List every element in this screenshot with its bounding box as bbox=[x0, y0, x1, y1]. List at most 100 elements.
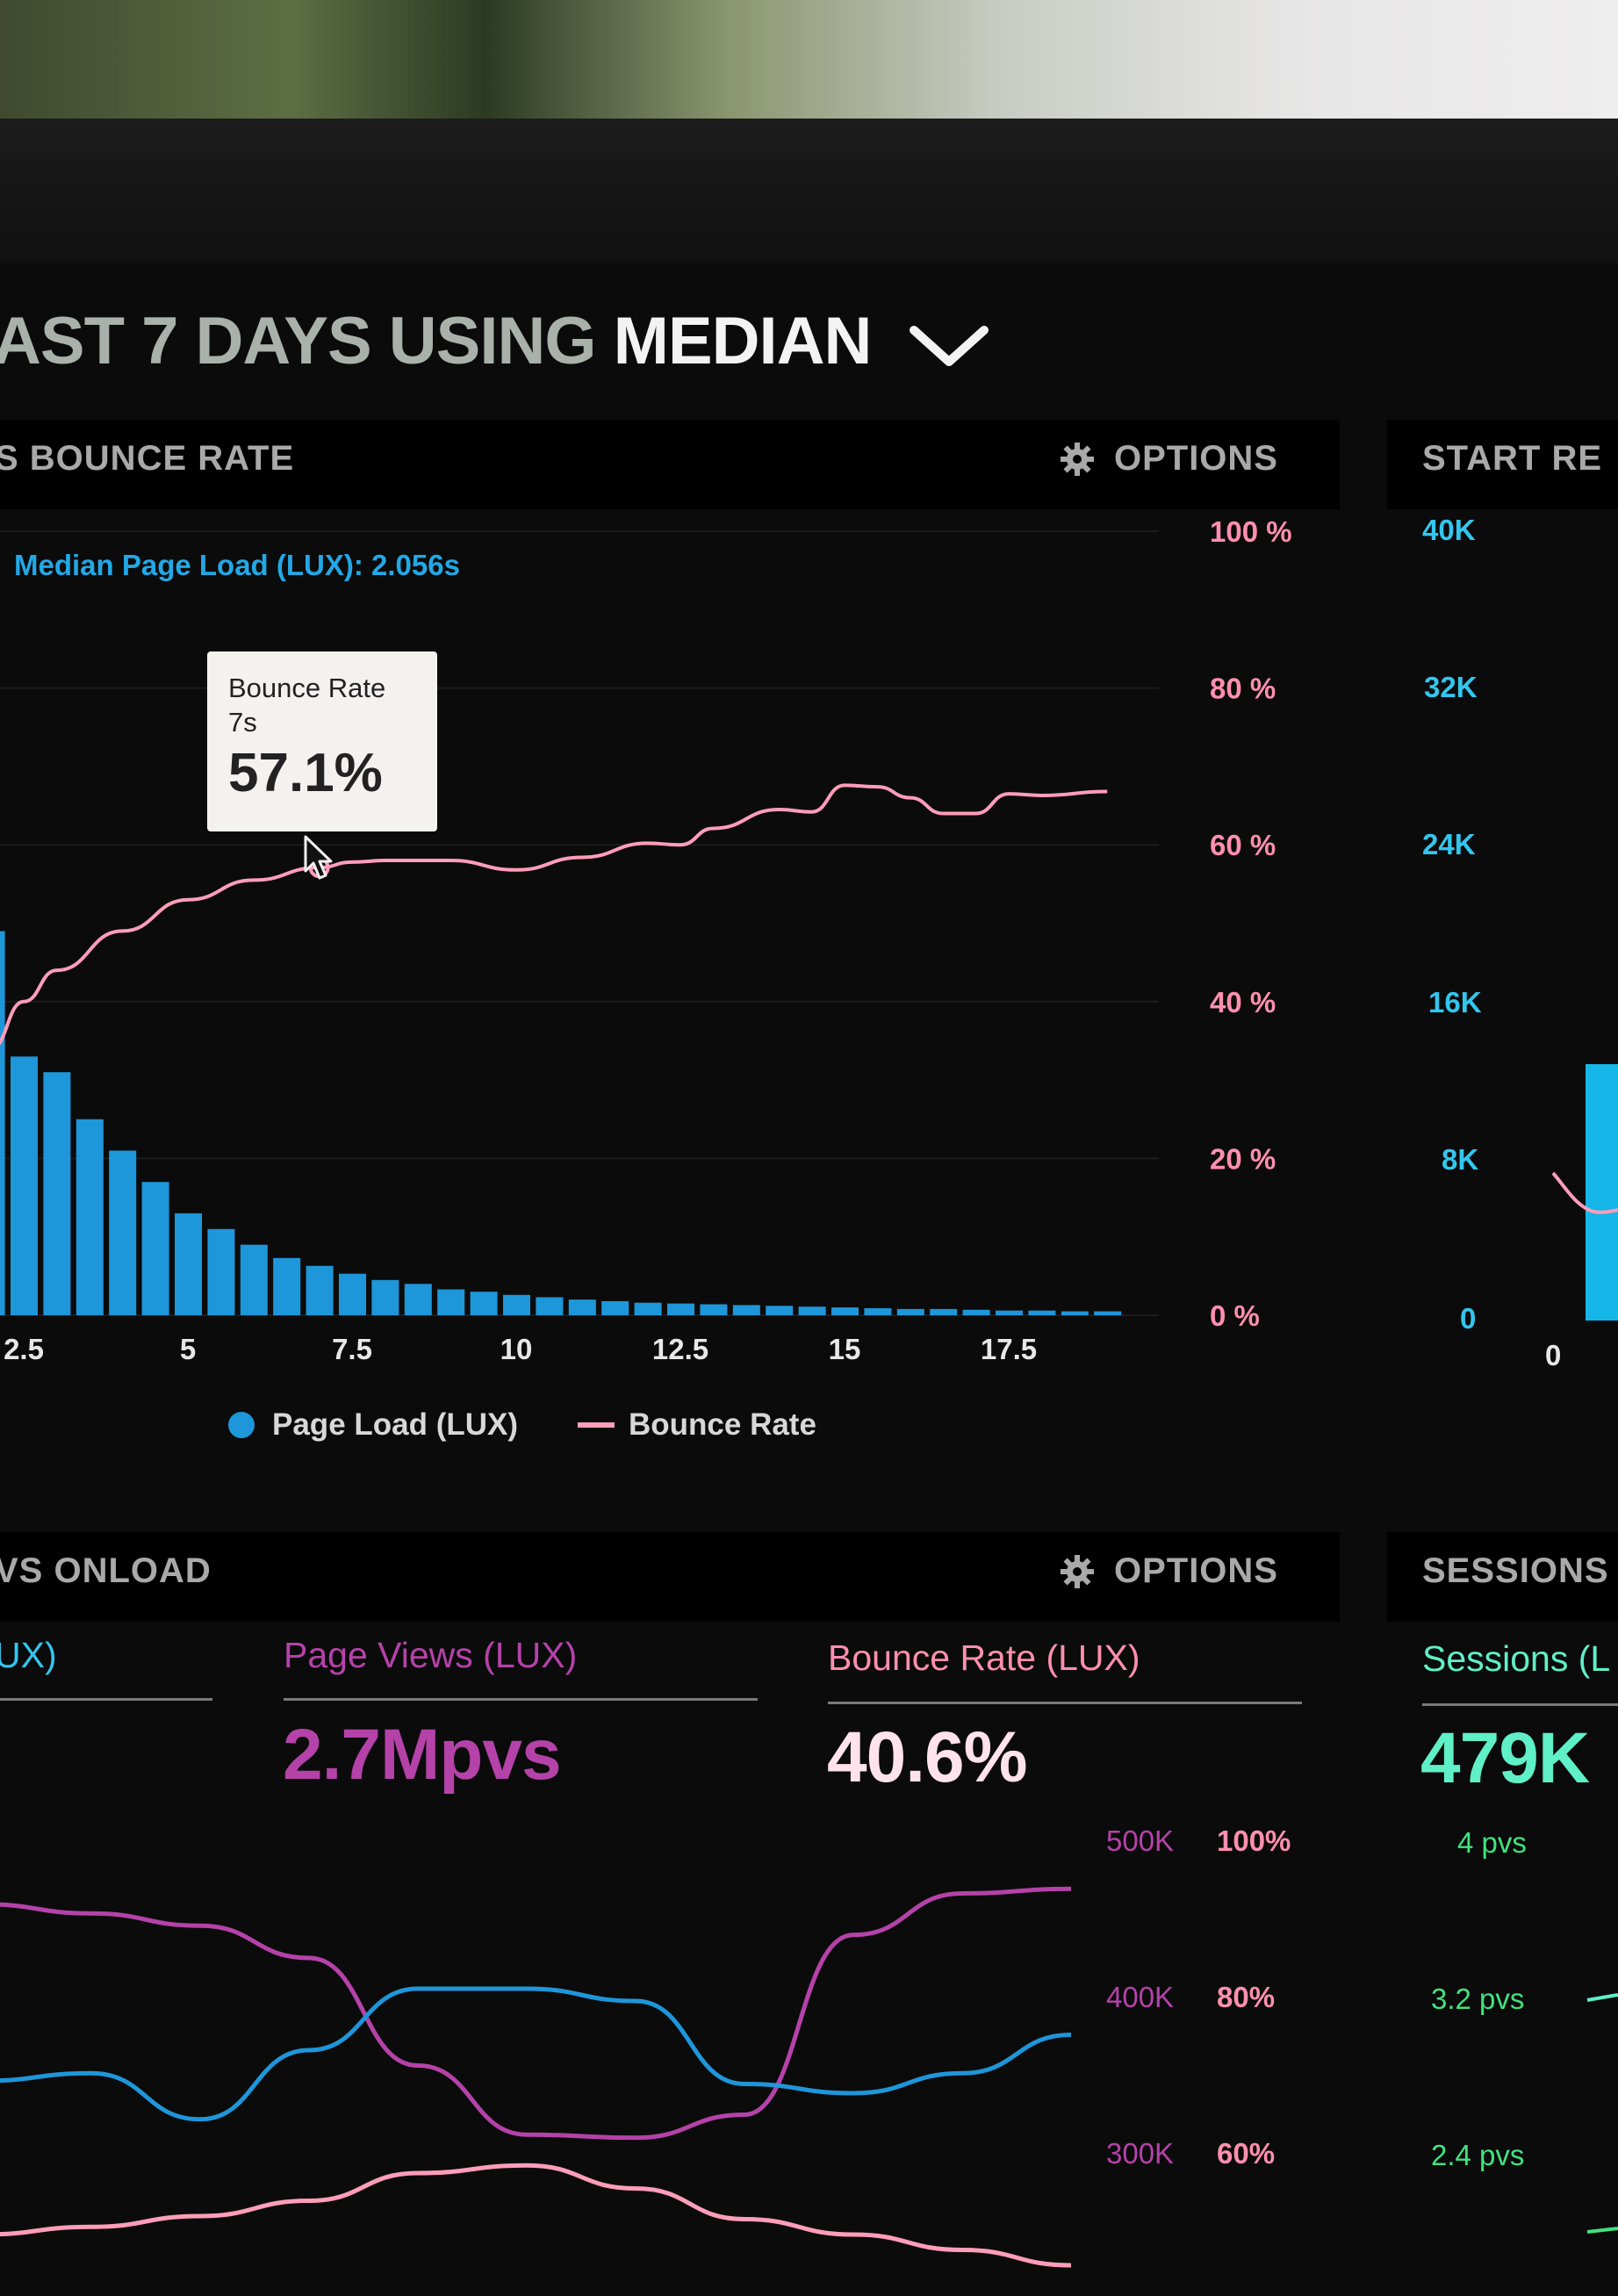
page-load-bar bbox=[864, 1307, 892, 1315]
page-load-bar bbox=[404, 1284, 432, 1315]
metric-label-page-views: Page Views (LUX) bbox=[284, 1635, 578, 1675]
dashboard-title: AST 7 DAYS USING MEDIAN bbox=[0, 303, 989, 379]
page-views-line bbox=[0, 1886, 1072, 2141]
title-range-text: AST 7 DAYS USING bbox=[0, 304, 614, 378]
onload-left-ytick: 500K bbox=[1106, 1825, 1175, 1857]
start-bar bbox=[1586, 1064, 1618, 1321]
bounce-options-label: OPTIONS bbox=[1113, 439, 1278, 478]
page-load-bar bbox=[175, 1213, 202, 1315]
legend-dot-page-load bbox=[228, 1412, 255, 1438]
page-load-bar bbox=[76, 1119, 104, 1315]
page-load-bar bbox=[1094, 1311, 1122, 1315]
bounce-tooltip: Bounce Rate 7s 57.1% bbox=[207, 651, 437, 831]
start-ytick: 8K bbox=[1442, 1143, 1479, 1176]
start-panel-title: START RE bbox=[1422, 439, 1603, 478]
page-load-bar bbox=[339, 1273, 366, 1315]
page-load-bar bbox=[831, 1307, 859, 1315]
tooltip-x: 7s bbox=[228, 707, 257, 738]
bounce-xtick: 17.5 bbox=[981, 1333, 1037, 1365]
page-load-bar bbox=[634, 1302, 662, 1315]
page-load-bar bbox=[896, 1308, 924, 1315]
page-load-bar bbox=[0, 931, 5, 1315]
onload-left-ytick: 400K bbox=[1106, 1981, 1175, 2013]
onload-panel-title: VS ONLOAD bbox=[0, 1551, 212, 1590]
bounce-ytick: 100 % bbox=[1210, 515, 1292, 548]
page-load-bar bbox=[240, 1244, 268, 1315]
page-load-bar bbox=[700, 1304, 728, 1315]
start-ytick: 0 bbox=[1460, 1302, 1477, 1335]
dashboard-screen bbox=[0, 263, 1618, 2296]
bounce-xtick: 7.5 bbox=[332, 1333, 372, 1365]
title-median-dropdown[interactable]: MEDIAN bbox=[613, 304, 873, 378]
onload-options-button[interactable]: OPTIONS bbox=[1060, 1551, 1278, 1591]
legend-page-load[interactable]: Page Load (LUX) bbox=[228, 1407, 518, 1443]
bounce-panel-header: S BOUNCE RATE OPTIONS bbox=[0, 420, 1340, 509]
metric-label-page-load: UX) bbox=[0, 1635, 57, 1675]
page-load-bar bbox=[568, 1299, 596, 1315]
page-load-bar bbox=[141, 1182, 169, 1315]
page-load-bar bbox=[109, 1150, 137, 1315]
onload-right-ytick: 60% bbox=[1217, 2137, 1276, 2170]
page-load-bar bbox=[11, 1056, 38, 1315]
bounce-rate-line bbox=[0, 783, 1108, 1046]
legend-label-page-load: Page Load (LUX) bbox=[272, 1407, 519, 1442]
page-load-bar bbox=[766, 1306, 794, 1315]
onload-right-ytick: 80% bbox=[1217, 1981, 1276, 2013]
page-load-line bbox=[0, 1986, 1072, 2122]
start-line bbox=[1551, 1171, 1618, 1214]
bounce-xtick: 12.5 bbox=[652, 1333, 708, 1365]
legend-line-bounce-rate bbox=[578, 1422, 615, 1428]
onload-options-label: OPTIONS bbox=[1113, 1551, 1278, 1590]
page-load-bar bbox=[930, 1308, 958, 1315]
gear-icon bbox=[1060, 442, 1094, 476]
gear-icon bbox=[1060, 1554, 1094, 1588]
start-ytick: 16K bbox=[1428, 986, 1482, 1018]
monitor-bezel bbox=[0, 119, 1618, 268]
page-load-bar bbox=[503, 1294, 530, 1315]
page-load-bar bbox=[798, 1306, 826, 1315]
onload-chart bbox=[0, 1886, 1072, 2268]
onload-panel-header: VS ONLOAD OPTIONS bbox=[0, 1532, 1340, 1622]
page-load-bar bbox=[207, 1228, 235, 1315]
bounce-options-button[interactable]: OPTIONS bbox=[1060, 439, 1278, 479]
bounce-rate-onload-line bbox=[0, 2163, 1072, 2268]
legend-label-bounce-rate: Bounce Rate bbox=[629, 1407, 816, 1442]
sessions-chart bbox=[1586, 1993, 1618, 2234]
sessions-panel-header: SESSIONS bbox=[1387, 1532, 1618, 1622]
page-load-bar bbox=[667, 1303, 694, 1315]
tooltip-series: Bounce Rate bbox=[228, 673, 386, 703]
bounce-xtick: 2.5 bbox=[4, 1333, 44, 1365]
mouse-cursor-icon bbox=[304, 835, 333, 880]
page-load-bar bbox=[43, 1072, 71, 1315]
sessions-ytick: 3.2 pvs bbox=[1431, 1983, 1525, 2015]
page-load-bar bbox=[371, 1279, 399, 1315]
start-panel-header: START RE bbox=[1387, 420, 1618, 509]
page-load-bar bbox=[962, 1309, 990, 1315]
legend-bounce-rate[interactable]: Bounce Rate bbox=[578, 1407, 816, 1443]
page-load-bar bbox=[470, 1292, 498, 1315]
page-load-bar bbox=[306, 1265, 334, 1315]
onload-left-ytick: 300K bbox=[1106, 2137, 1175, 2170]
bounce-ytick: 0 % bbox=[1210, 1299, 1260, 1332]
start-xtick: 0 bbox=[1545, 1339, 1562, 1371]
sessions-ytick: 2.4 pvs bbox=[1431, 2139, 1525, 2171]
page-load-bar bbox=[732, 1305, 760, 1315]
start-ytick: 32K bbox=[1424, 671, 1478, 703]
metric-divider bbox=[284, 1698, 758, 1701]
metric-label-bounce-rate: Bounce Rate (LUX) bbox=[828, 1637, 1140, 1678]
median-page-load-note: Median Page Load (LUX): 2.056s bbox=[14, 549, 460, 581]
chevron-down-icon[interactable] bbox=[909, 323, 989, 369]
sessions-panel-title: SESSIONS bbox=[1422, 1551, 1609, 1590]
page-load-bar bbox=[273, 1257, 301, 1315]
sessions-value: 479K bbox=[1420, 1718, 1590, 1798]
bounce-ytick: 60 % bbox=[1210, 829, 1276, 861]
start-ytick: 24K bbox=[1422, 828, 1476, 860]
page-load-bar bbox=[996, 1310, 1023, 1315]
bounce-xtick: 10 bbox=[500, 1333, 533, 1365]
metric-divider bbox=[1422, 1703, 1618, 1706]
onload-right-ytick: 100% bbox=[1217, 1825, 1291, 1857]
bounce-xtick: 5 bbox=[180, 1333, 196, 1365]
bounce-xtick: 15 bbox=[829, 1333, 861, 1365]
bounce-panel-title: S BOUNCE RATE bbox=[0, 439, 295, 478]
page-load-bar bbox=[437, 1289, 465, 1315]
